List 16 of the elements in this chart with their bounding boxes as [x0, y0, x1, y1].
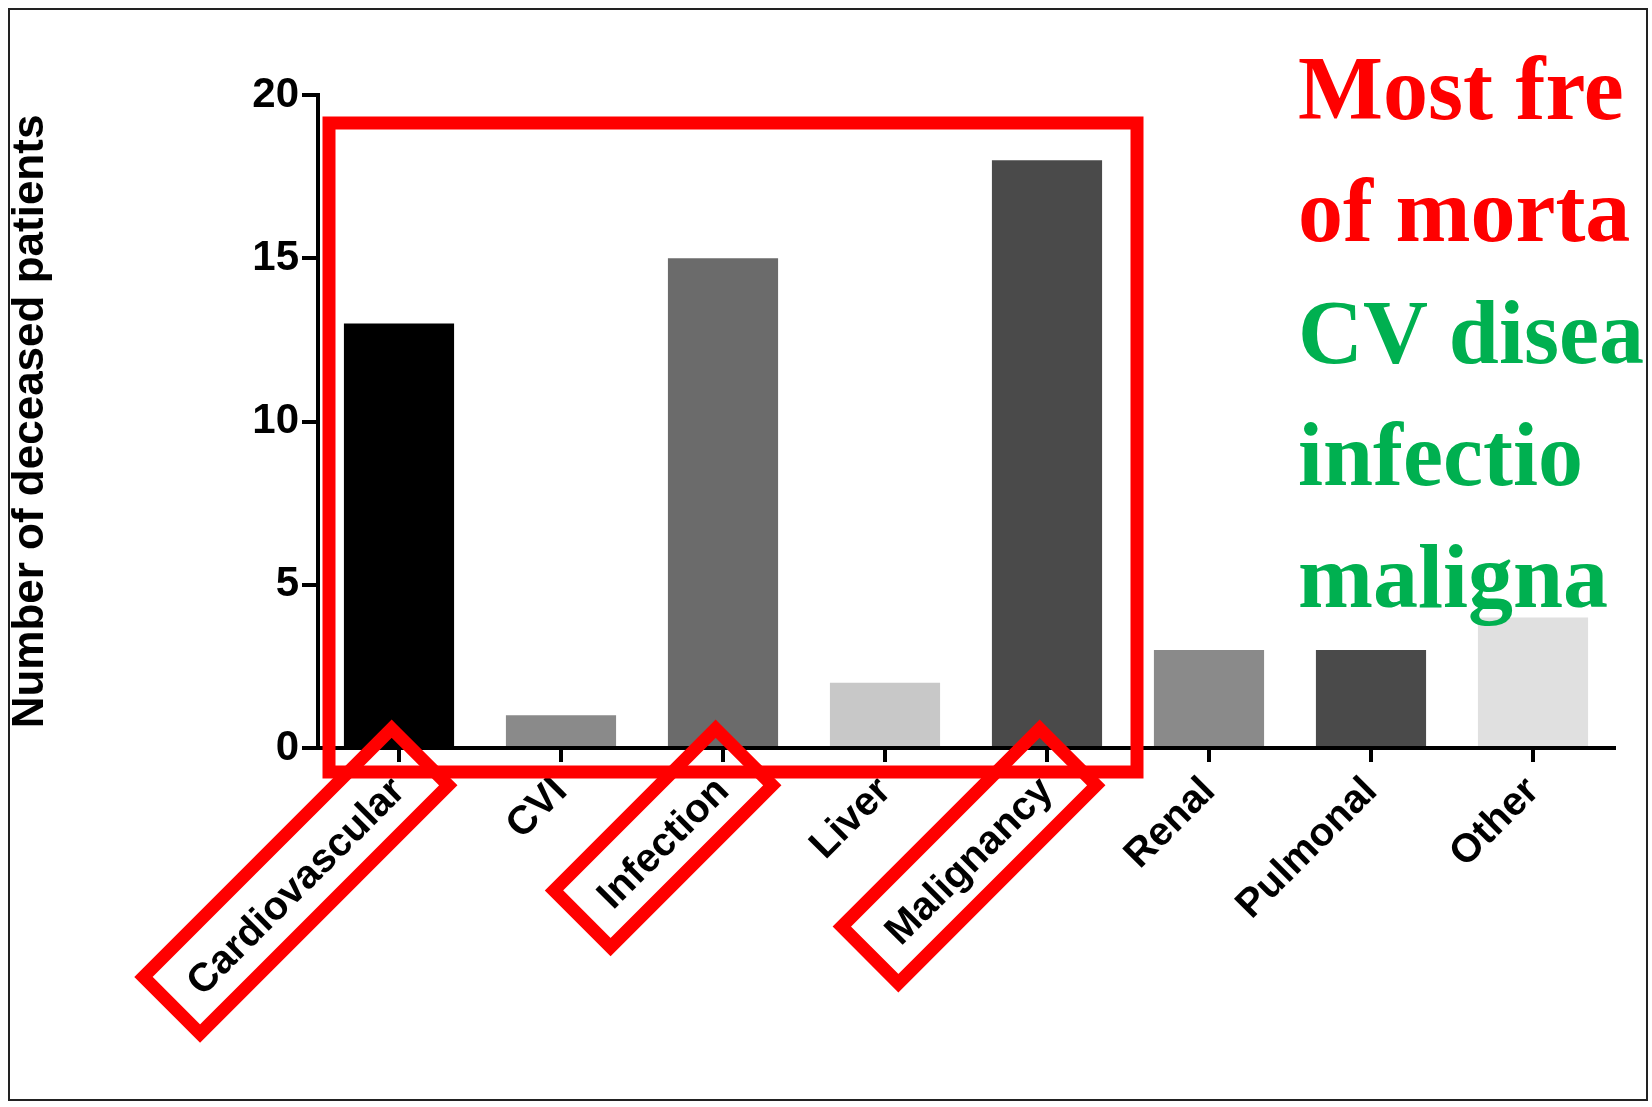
bar [829, 682, 941, 746]
annotation: maligna [1298, 526, 1610, 628]
annotation: of morta [1298, 160, 1632, 262]
y-axis-title: Number of deceased patients [2, 114, 52, 729]
annotation: Most fre [1298, 38, 1625, 140]
y-tick-label: 15 [252, 231, 299, 279]
x-tick-label: CVI [496, 767, 575, 846]
annotation: CV disea [1298, 282, 1644, 384]
y-tick-label: 5 [275, 558, 299, 606]
y-tick-label: 10 [252, 395, 299, 443]
bar [505, 715, 617, 746]
y-tick-label: 0 [275, 721, 299, 769]
annotation: infectio [1298, 404, 1584, 506]
y-tick-label: 20 [252, 68, 299, 116]
bar [1315, 650, 1427, 746]
bar [1153, 650, 1265, 746]
